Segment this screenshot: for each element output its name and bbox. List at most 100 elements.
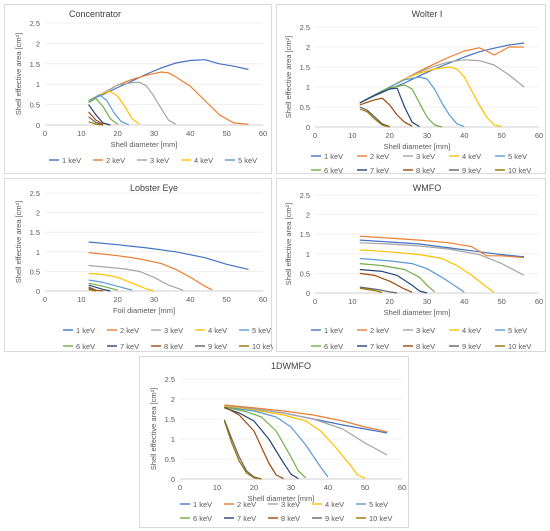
legend-label: 3 keV xyxy=(150,156,169,165)
x-tick-label: 60 xyxy=(535,297,543,306)
legend-label: 1 keV xyxy=(193,500,212,509)
series-line-5 xyxy=(224,406,329,478)
series-line-3 xyxy=(88,81,177,125)
legend-label: 1 keV xyxy=(62,156,81,165)
x-tick-label: 0 xyxy=(178,483,182,492)
x-tick-label: 50 xyxy=(222,129,230,138)
y-tick-label: 1.5 xyxy=(30,60,40,69)
series-line-2 xyxy=(224,404,388,433)
y-tick-label: 2.5 xyxy=(30,189,40,198)
chart-svg: Concentrator 0 0.5 1 1.5 2 2.5 0 10 20 30 40 50 60 She… xyxy=(14,9,267,165)
legend-label: 2 keV xyxy=(370,152,389,161)
legend-label: 10 keV xyxy=(252,342,273,351)
legend-label: 3 keV xyxy=(416,326,435,335)
x-axis-label: Shell diameter [mm] xyxy=(111,140,178,149)
x-axis-label: Foil diameter [mm] xyxy=(113,306,175,315)
series-line-2 xyxy=(88,252,213,291)
x-tick-label: 50 xyxy=(361,483,369,492)
legend-label: 7 keV xyxy=(370,166,389,175)
y-axis-label: Shell effective area [cm²] xyxy=(149,388,158,470)
legend-label: 9 keV xyxy=(462,166,481,175)
x-tick-label: 20 xyxy=(385,297,393,306)
series-line-7 xyxy=(224,407,299,480)
series-line-4 xyxy=(359,66,502,128)
legend-label: 10 keV xyxy=(508,166,531,175)
series-line-8 xyxy=(359,97,413,127)
chart-title: 1DWMFO xyxy=(271,361,311,371)
legend-label: 9 keV xyxy=(462,342,481,351)
x-tick-label: 60 xyxy=(259,295,267,304)
series-line-4 xyxy=(88,90,140,125)
series-line-2 xyxy=(359,46,525,104)
x-tick-label: 40 xyxy=(324,483,332,492)
x-tick-label: 30 xyxy=(150,295,158,304)
chart-title: Wolter I xyxy=(412,9,443,19)
y-tick-label: 0 xyxy=(36,121,40,130)
panel-concentrator: Concentrator 0 0.5 1 1.5 2 2.5 0 10 20 30 40 50 60 She… xyxy=(4,4,272,174)
x-tick-label: 30 xyxy=(150,129,158,138)
legend-label: 9 keV xyxy=(325,514,344,523)
legend-label: 1 keV xyxy=(324,152,343,161)
panel-wolter-i: Wolter I 0 0.5 1 1.5 2 2.5 0 10 20 30 40 50 60 Shell d… xyxy=(276,4,546,175)
series-line-4 xyxy=(88,272,155,292)
x-tick-label: 50 xyxy=(497,131,505,140)
x-tick-label: 0 xyxy=(43,129,47,138)
y-tick-label: 1 xyxy=(36,80,40,89)
legend-label: 7 keV xyxy=(370,342,389,351)
y-axis-label: Shell effective area [cm²] xyxy=(284,203,293,285)
legend-label: 4 keV xyxy=(194,156,213,165)
x-tick-label: 30 xyxy=(423,131,431,140)
chart-title: Concentrator xyxy=(69,9,121,19)
y-axis-label: Shell effective area [cm²] xyxy=(14,201,23,283)
legend-label: 1 keV xyxy=(324,326,343,335)
y-tick-label: 2 xyxy=(306,211,310,220)
chart-title: Lobster Eye xyxy=(130,183,178,193)
x-tick-label: 30 xyxy=(423,297,431,306)
y-tick-label: 0 xyxy=(306,289,310,298)
legend-label: 5 keV xyxy=(252,326,271,335)
series-line-8 xyxy=(359,272,413,293)
y-tick-label: 2 xyxy=(36,209,40,218)
series-line-10 xyxy=(359,108,390,128)
series-line-6 xyxy=(88,97,119,125)
x-tick-label: 20 xyxy=(250,483,258,492)
legend-label: 8 keV xyxy=(281,514,300,523)
legend-label: 3 keV xyxy=(164,326,183,335)
x-tick-label: 60 xyxy=(259,129,267,138)
x-tick-label: 40 xyxy=(460,297,468,306)
x-tick-label: 30 xyxy=(287,483,295,492)
x-tick-label: 20 xyxy=(113,129,121,138)
x-axis-label: Shell diameter [mm] xyxy=(384,308,451,317)
y-tick-label: 2.5 xyxy=(30,19,40,28)
legend-label: 5 keV xyxy=(508,152,527,161)
series-line-1 xyxy=(88,241,249,270)
legend-label: 3 keV xyxy=(281,500,300,509)
x-tick-label: 10 xyxy=(348,131,356,140)
series-line-7 xyxy=(88,284,111,292)
legend-label: 4 keV xyxy=(208,326,227,335)
chart-svg: WMFO 0 0.5 1 1.5 2 2.5 0 10 20 30 40 50 60 Shell diame… xyxy=(284,183,543,351)
y-tick-label: 2 xyxy=(306,43,310,52)
y-tick-label: 0 xyxy=(171,475,175,484)
legend-label: 2 keV xyxy=(237,500,256,509)
y-axis-label: Shell effective area [cm²] xyxy=(284,36,293,118)
legend-label: 10 keV xyxy=(508,342,531,351)
y-tick-label: 1.5 xyxy=(300,63,310,72)
x-tick-label: 0 xyxy=(313,131,317,140)
panel-1dwmfo: 1DWMFO 0 0.5 1 1.5 2 2.5 0 10 20 30 40 50 60 Shell dia… xyxy=(139,356,409,528)
y-tick-label: 1.5 xyxy=(30,228,40,237)
legend-label: 5 keV xyxy=(369,500,388,509)
legend-label: 6 keV xyxy=(324,166,343,175)
y-tick-label: 0.5 xyxy=(30,101,40,110)
series-line-7 xyxy=(88,104,111,126)
legend-label: 7 keV xyxy=(237,514,256,523)
legend-label: 8 keV xyxy=(164,342,183,351)
series-line-10 xyxy=(88,121,104,126)
legend-label: 7 keV xyxy=(120,342,139,351)
y-tick-label: 2.5 xyxy=(165,375,175,384)
y-tick-label: 1 xyxy=(306,250,310,259)
series-line-1 xyxy=(88,59,249,102)
y-tick-label: 1 xyxy=(171,435,175,444)
legend-label: 6 keV xyxy=(324,342,343,351)
legend-label: 2 keV xyxy=(106,156,125,165)
